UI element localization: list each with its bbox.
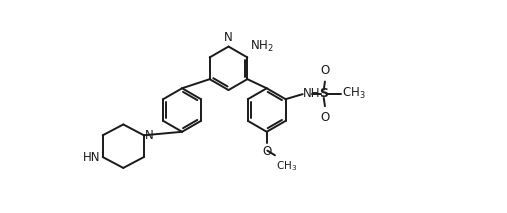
Text: NH: NH	[303, 87, 321, 100]
Text: O: O	[320, 111, 330, 124]
Text: NH$_2$: NH$_2$	[250, 39, 273, 54]
Text: N: N	[224, 31, 232, 44]
Text: CH$_3$: CH$_3$	[342, 86, 366, 101]
Text: N: N	[145, 129, 154, 142]
Text: O: O	[262, 145, 271, 158]
Text: HN: HN	[83, 151, 100, 164]
Text: S: S	[319, 87, 328, 100]
Text: CH$_3$: CH$_3$	[276, 159, 297, 173]
Text: O: O	[320, 64, 330, 77]
